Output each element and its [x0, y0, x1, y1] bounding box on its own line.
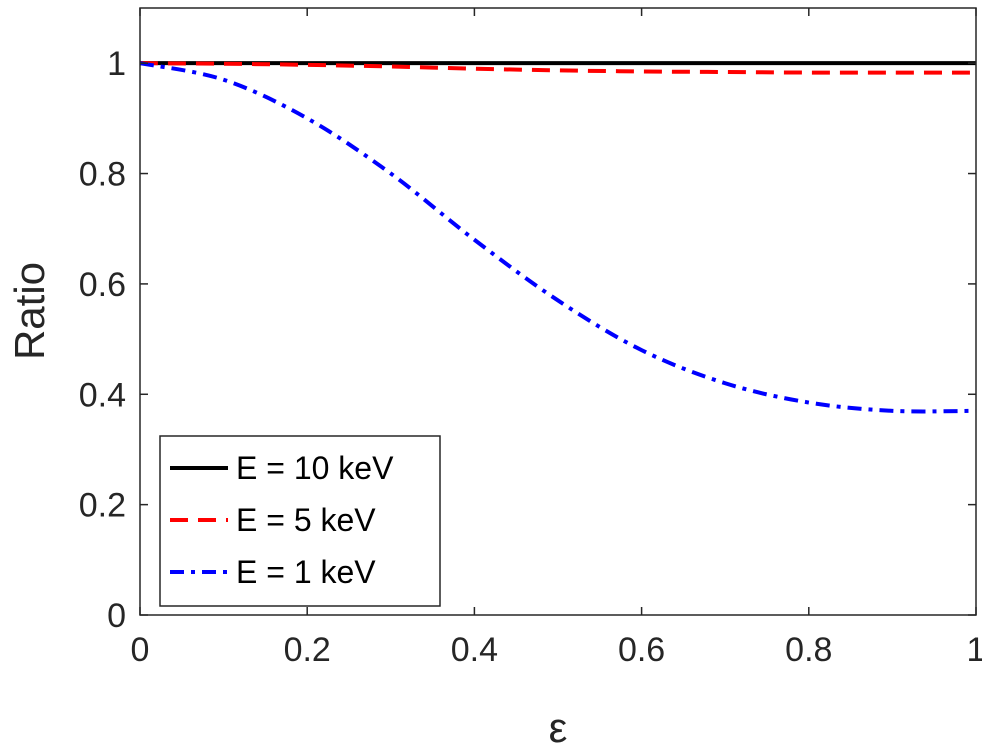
y-tick-label: 0.6: [79, 266, 126, 304]
y-tick-label: 0.4: [79, 376, 126, 414]
series-layer: [139, 61, 977, 414]
legend-label-3: E = 1 keV: [236, 554, 376, 590]
plot-frame: [139, 7, 977, 616]
y-tick-label: 0: [107, 597, 126, 635]
x-axis-label: ε: [549, 704, 568, 750]
series-line-2: [139, 61, 976, 75]
x-tick-label: 0.2: [284, 631, 331, 669]
x-tick-label: 0: [131, 631, 150, 669]
y-tick-label: 0.8: [79, 156, 126, 194]
tick-layer: 0 0.2 0.4 0.6 0.8 1 0 0.2 0.4 0.6 0.8 1: [79, 8, 982, 669]
legend-label-1: E = 10 keV: [236, 450, 394, 486]
x-tick-label: 0.8: [785, 631, 832, 669]
legend: E = 10 keV E = 5 keV E = 1 keV: [159, 435, 441, 607]
x-tick-label: 0.6: [618, 631, 665, 669]
y-axis-label: Ratio: [6, 262, 53, 360]
legend-label-2: E = 5 keV: [236, 502, 376, 538]
x-tick-label: 1: [967, 631, 982, 669]
x-tick-label: 0.4: [451, 631, 498, 669]
y-tick-label: 1: [107, 45, 126, 83]
y-tick-label: 0.2: [79, 487, 126, 525]
series-line-3: [139, 61, 977, 414]
